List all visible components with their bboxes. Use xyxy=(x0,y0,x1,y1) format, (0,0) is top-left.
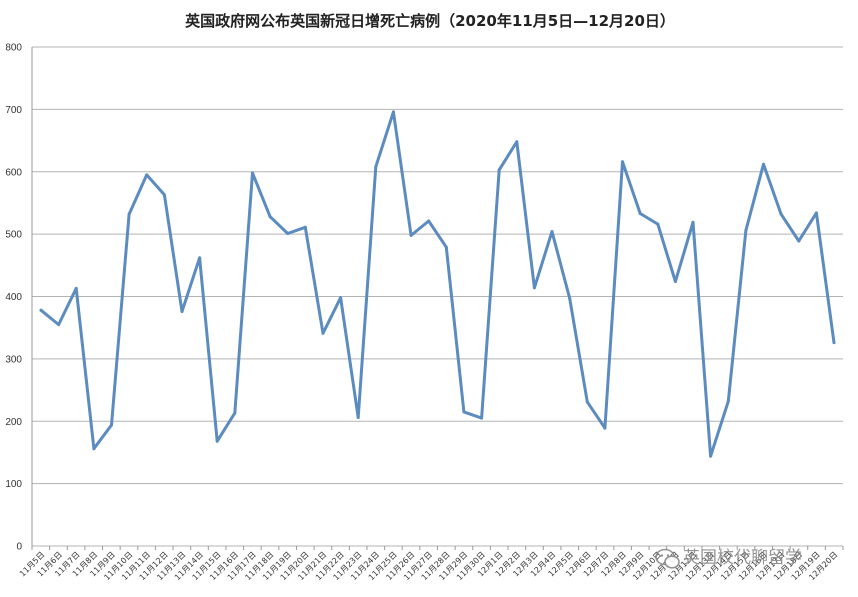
data-point xyxy=(744,228,748,232)
data-point xyxy=(356,416,360,420)
y-tick-label: 100 xyxy=(5,479,22,490)
data-point xyxy=(673,280,677,284)
data-point xyxy=(832,341,836,345)
series-layer xyxy=(39,110,836,458)
data-point xyxy=(250,171,254,175)
data-point xyxy=(39,308,43,312)
y-tick-label: 600 xyxy=(5,167,22,178)
data-point xyxy=(568,296,572,300)
data-point xyxy=(127,212,131,216)
data-point xyxy=(779,212,783,216)
data-point xyxy=(339,296,343,300)
data-point xyxy=(303,225,307,229)
y-tick-label: 400 xyxy=(5,292,22,303)
data-point xyxy=(374,165,378,169)
data-point xyxy=(286,232,290,236)
data-point xyxy=(444,245,448,249)
y-tick-label: 800 xyxy=(5,43,22,54)
data-point xyxy=(762,162,766,166)
y-axis: 0 100 200 300 400 500 600 700 800 xyxy=(5,43,33,553)
y-tick-label: 300 xyxy=(5,354,22,365)
data-point xyxy=(480,416,484,420)
data-point xyxy=(709,454,713,458)
series-line xyxy=(39,110,836,458)
y-tick-label: 200 xyxy=(5,417,22,428)
data-point xyxy=(109,423,113,427)
data-point xyxy=(638,212,642,216)
data-point xyxy=(532,286,536,290)
data-point xyxy=(233,411,237,415)
chart-title: 英国政府网公布英国新冠日增死亡病例（2020年11月5日—12月20日） xyxy=(185,12,675,30)
data-point xyxy=(268,215,272,219)
data-point xyxy=(515,140,519,144)
data-point xyxy=(92,447,96,451)
data-point xyxy=(603,426,607,430)
data-point xyxy=(726,399,730,403)
data-point xyxy=(180,309,184,313)
y-tick-label: 500 xyxy=(5,230,22,241)
data-point xyxy=(497,168,501,172)
data-point xyxy=(550,230,554,234)
data-point xyxy=(462,410,466,414)
data-point xyxy=(409,233,413,237)
y-tick-label: 0 xyxy=(16,542,22,553)
data-point xyxy=(621,160,625,164)
data-point xyxy=(215,439,219,443)
data-point xyxy=(391,110,395,114)
data-point xyxy=(427,219,431,223)
data-point xyxy=(145,173,149,177)
watermark: 英国校代聊留学 xyxy=(655,548,802,569)
wechat-icon xyxy=(655,548,680,569)
y-tick-label: 700 xyxy=(5,105,22,116)
data-point xyxy=(814,211,818,215)
data-point xyxy=(57,323,61,327)
watermark-text: 英国校代聊留学 xyxy=(683,548,802,568)
data-point xyxy=(74,286,78,290)
data-point xyxy=(162,193,166,197)
data-point xyxy=(321,331,325,335)
data-point xyxy=(797,239,801,243)
data-point xyxy=(198,256,202,260)
gridlines xyxy=(32,46,843,547)
data-point xyxy=(585,400,589,404)
data-point xyxy=(656,222,660,226)
data-point xyxy=(691,220,695,224)
